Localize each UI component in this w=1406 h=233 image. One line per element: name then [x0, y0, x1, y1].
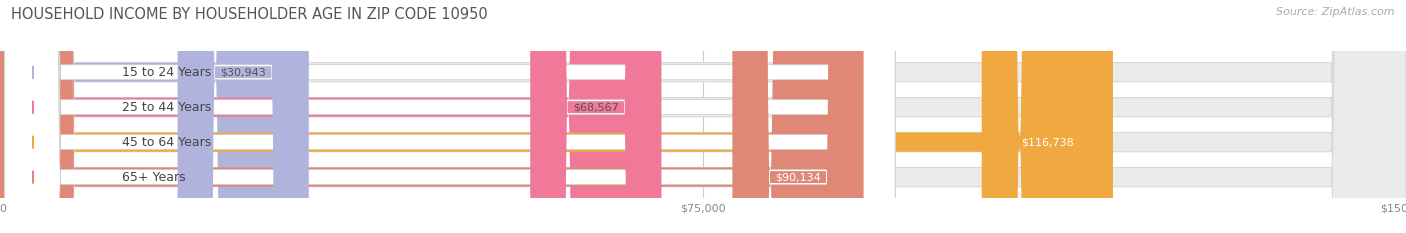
FancyBboxPatch shape	[733, 0, 863, 233]
FancyBboxPatch shape	[0, 0, 1094, 233]
Text: HOUSEHOLD INCOME BY HOUSEHOLDER AGE IN ZIP CODE 10950: HOUSEHOLD INCOME BY HOUSEHOLDER AGE IN Z…	[11, 7, 488, 22]
Text: 65+ Years: 65+ Years	[122, 171, 186, 184]
FancyBboxPatch shape	[0, 0, 643, 233]
Text: Source: ZipAtlas.com: Source: ZipAtlas.com	[1277, 7, 1395, 17]
FancyBboxPatch shape	[530, 0, 661, 233]
FancyBboxPatch shape	[981, 0, 1114, 233]
FancyBboxPatch shape	[4, 0, 896, 233]
Text: 25 to 44 Years: 25 to 44 Years	[122, 101, 211, 114]
FancyBboxPatch shape	[0, 0, 290, 233]
FancyBboxPatch shape	[0, 0, 845, 233]
Text: $30,943: $30,943	[221, 67, 266, 77]
Text: $116,738: $116,738	[1021, 137, 1074, 147]
FancyBboxPatch shape	[177, 0, 309, 233]
FancyBboxPatch shape	[4, 0, 896, 233]
Text: $68,567: $68,567	[574, 102, 619, 112]
FancyBboxPatch shape	[4, 0, 896, 233]
Text: 45 to 64 Years: 45 to 64 Years	[122, 136, 211, 149]
Text: 15 to 24 Years: 15 to 24 Years	[122, 66, 211, 79]
FancyBboxPatch shape	[4, 0, 896, 233]
Text: $90,134: $90,134	[775, 172, 821, 182]
